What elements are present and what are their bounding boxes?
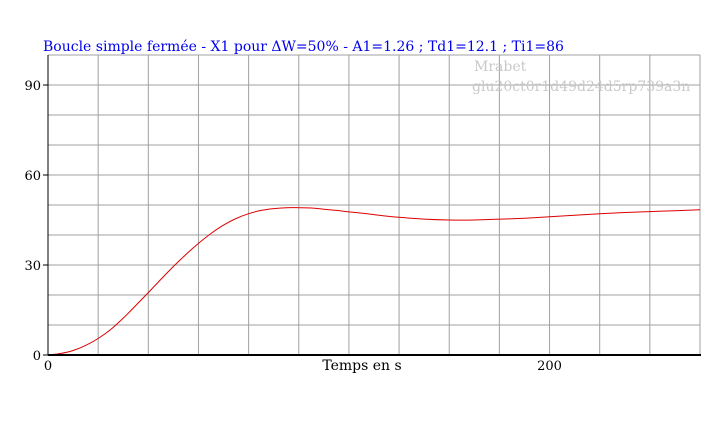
y-tick-label: 0 [33, 349, 41, 364]
chart-title: Boucle simple fermée - X1 pour ΔW=50% - … [43, 39, 564, 55]
series-line [47, 207, 701, 356]
watermark-line-1: Mrabet [474, 59, 527, 75]
y-tick-label: 90 [24, 79, 41, 94]
x-tick-label: 200 [537, 359, 562, 374]
watermark: Mrabet glu20ct0r1d49d24d5rp739a3n [472, 59, 690, 95]
watermark-line-2: glu20ct0r1d49d24d5rp739a3n [472, 79, 690, 95]
axes [47, 55, 701, 356]
tick-labels: 0 30 60 90 0 200 [24, 79, 561, 374]
series-group [47, 207, 701, 356]
y-tick-label: 30 [24, 259, 41, 274]
x-axis-label: Temps en s [322, 358, 401, 374]
x-tick-label: 0 [44, 359, 52, 374]
grid-lines [48, 54, 701, 355]
y-tick-label: 60 [24, 169, 41, 184]
